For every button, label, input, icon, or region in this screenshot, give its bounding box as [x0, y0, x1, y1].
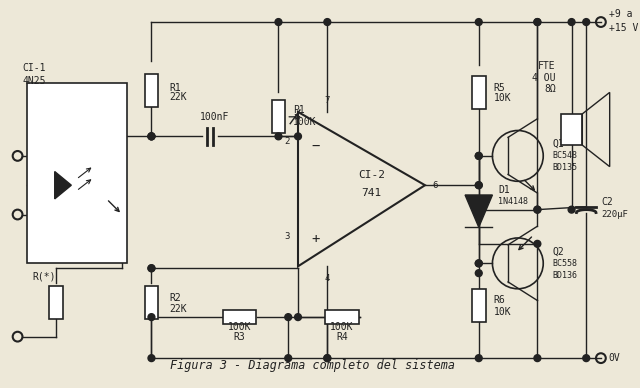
- Text: +15 V: +15 V: [609, 23, 638, 33]
- Polygon shape: [54, 171, 71, 199]
- Text: Q2: Q2: [552, 247, 564, 256]
- Circle shape: [148, 133, 155, 140]
- Text: BC548: BC548: [552, 151, 577, 160]
- Text: 100K: 100K: [228, 322, 251, 332]
- Circle shape: [476, 182, 482, 189]
- Text: 741: 741: [361, 188, 381, 198]
- Text: R4: R4: [336, 332, 348, 342]
- Circle shape: [568, 206, 575, 213]
- Circle shape: [275, 19, 282, 26]
- Text: BC558: BC558: [552, 259, 577, 268]
- Circle shape: [324, 355, 331, 362]
- Circle shape: [148, 133, 155, 140]
- Bar: [472, 289, 486, 322]
- Text: BD136: BD136: [552, 270, 577, 280]
- Bar: [28, 83, 127, 263]
- Circle shape: [148, 265, 155, 272]
- Bar: [561, 114, 582, 145]
- Circle shape: [285, 355, 292, 362]
- Circle shape: [476, 19, 482, 26]
- Text: −: −: [312, 139, 320, 153]
- Text: FTE: FTE: [538, 61, 556, 71]
- Text: 4N25: 4N25: [22, 76, 46, 86]
- Circle shape: [534, 19, 541, 26]
- Text: Figura 3 - Diagrama completo del sistema: Figura 3 - Diagrama completo del sistema: [170, 359, 455, 372]
- Text: D1: D1: [499, 185, 510, 195]
- Circle shape: [148, 355, 155, 362]
- Text: 4 OU: 4 OU: [532, 73, 556, 83]
- Text: 22K: 22K: [169, 304, 187, 314]
- Text: R3: R3: [234, 332, 245, 342]
- Text: P1: P1: [293, 105, 305, 115]
- Text: CI-1: CI-1: [22, 63, 46, 73]
- Bar: [325, 310, 358, 324]
- Bar: [145, 74, 158, 107]
- Circle shape: [324, 355, 331, 362]
- Bar: [49, 286, 63, 319]
- Text: 1N4148: 1N4148: [499, 197, 528, 206]
- Circle shape: [534, 241, 541, 247]
- Circle shape: [476, 182, 482, 189]
- Text: 100K: 100K: [293, 117, 317, 127]
- Text: R2: R2: [169, 293, 180, 303]
- Circle shape: [476, 260, 482, 267]
- Text: 6: 6: [433, 181, 438, 190]
- Text: R1: R1: [169, 83, 180, 92]
- Text: 22K: 22K: [169, 92, 187, 102]
- Circle shape: [476, 355, 482, 362]
- Circle shape: [583, 355, 589, 362]
- Text: 8Ω: 8Ω: [544, 85, 556, 94]
- Circle shape: [148, 314, 155, 320]
- Text: +9 a: +9 a: [609, 9, 632, 19]
- Text: 10K: 10K: [493, 93, 511, 103]
- Text: R6: R6: [493, 296, 505, 305]
- Text: 2: 2: [285, 137, 290, 146]
- Text: R5: R5: [493, 83, 505, 92]
- Text: BD135: BD135: [552, 163, 577, 172]
- Text: 10K: 10K: [493, 307, 511, 317]
- Circle shape: [285, 314, 292, 320]
- Bar: [271, 100, 285, 133]
- Circle shape: [476, 260, 482, 267]
- Circle shape: [294, 133, 301, 140]
- Text: 7: 7: [324, 96, 330, 105]
- Text: 0V: 0V: [609, 353, 620, 363]
- Polygon shape: [465, 195, 492, 227]
- Circle shape: [534, 206, 541, 213]
- Text: +: +: [312, 232, 320, 246]
- Bar: [472, 76, 486, 109]
- Circle shape: [583, 19, 589, 26]
- Bar: [223, 310, 256, 324]
- Circle shape: [534, 19, 541, 26]
- Text: R(*): R(*): [32, 271, 56, 281]
- Text: 100K: 100K: [330, 322, 354, 332]
- Circle shape: [568, 19, 575, 26]
- Circle shape: [476, 152, 482, 159]
- Text: 220μF: 220μF: [601, 210, 628, 219]
- Circle shape: [476, 152, 482, 159]
- Circle shape: [534, 355, 541, 362]
- Text: 100nF: 100nF: [200, 112, 230, 122]
- Text: C2: C2: [601, 197, 612, 207]
- Circle shape: [324, 19, 331, 26]
- Circle shape: [294, 314, 301, 320]
- Circle shape: [148, 133, 155, 140]
- Circle shape: [275, 133, 282, 140]
- Bar: [145, 286, 158, 319]
- Circle shape: [148, 265, 155, 272]
- Circle shape: [476, 270, 482, 277]
- Text: Q1: Q1: [552, 139, 564, 149]
- Text: 4: 4: [324, 274, 330, 282]
- Circle shape: [534, 206, 541, 213]
- Text: 3: 3: [285, 232, 290, 241]
- Text: CI-2: CI-2: [358, 170, 385, 180]
